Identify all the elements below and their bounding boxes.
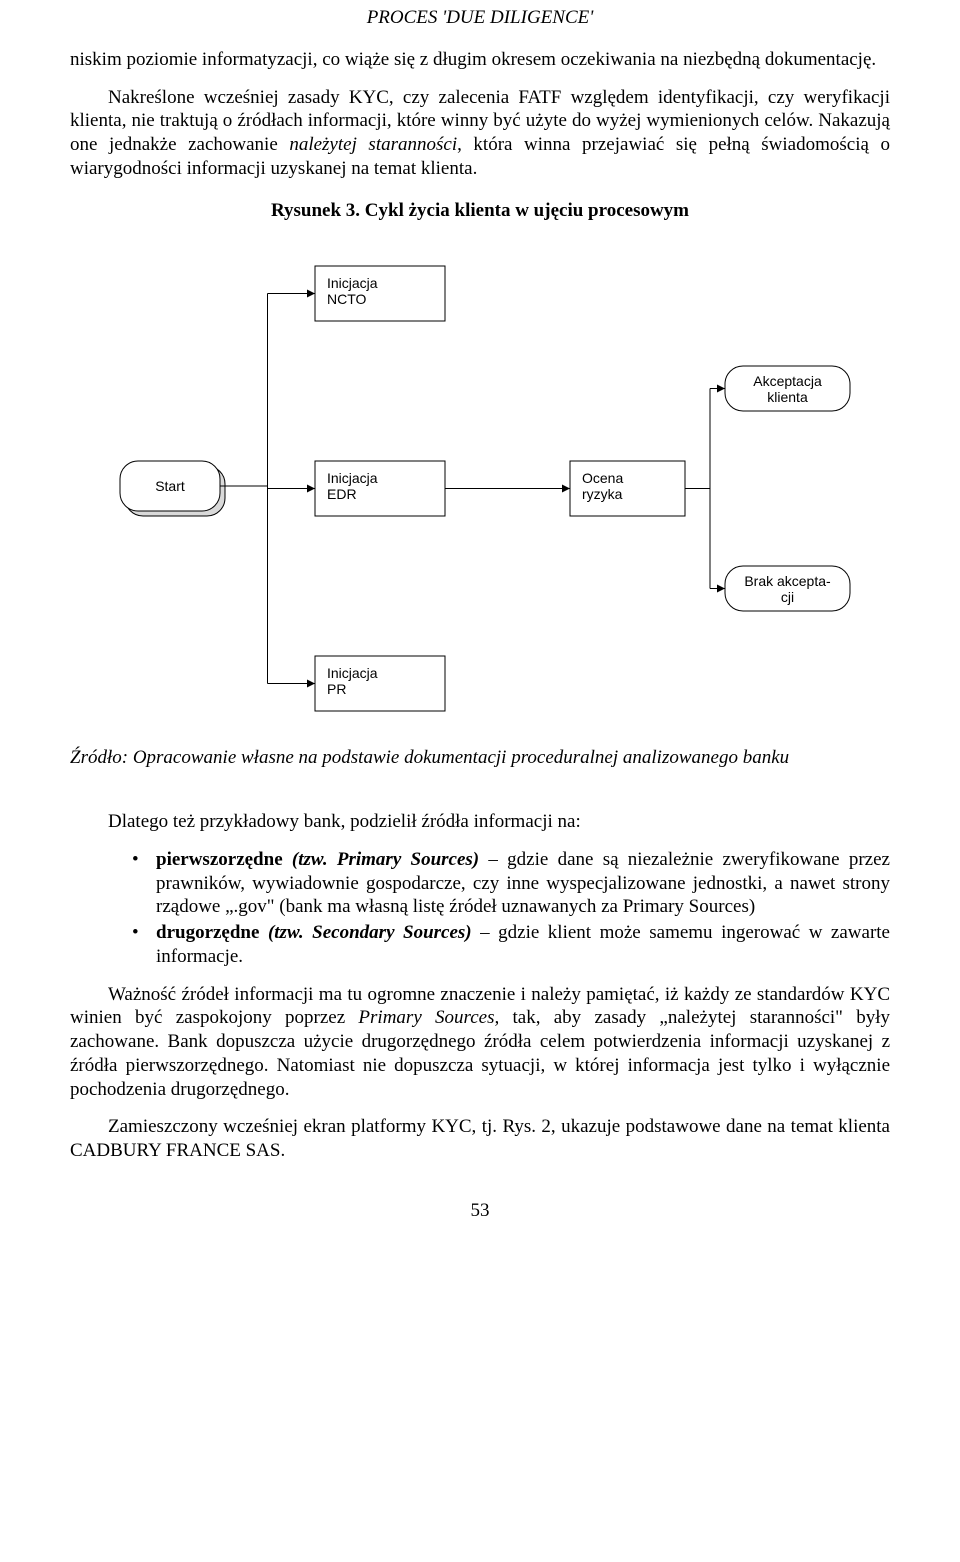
svg-text:EDR: EDR [327, 486, 357, 502]
svg-text:Start: Start [155, 478, 185, 494]
svg-text:Akceptacja: Akceptacja [753, 373, 822, 389]
paragraph-4: Zamieszczony wcześniej ekran platformy K… [70, 1115, 890, 1163]
paragraph-2: Nakreślone wcześniej zasady KYC, czy zal… [70, 86, 890, 181]
list-intro: Dlatego też przykładowy bank, podzielił … [70, 810, 890, 834]
svg-text:Brak akcepta-: Brak akcepta- [744, 573, 831, 589]
para3-text-b: Primary Sources, [358, 1007, 499, 1028]
bullet-term: pierwszorzędne [156, 849, 292, 870]
page-number: 53 [70, 1199, 890, 1223]
paragraph-3: Ważność źródeł informacji ma tu ogromne … [70, 983, 890, 1102]
flowchart-diagram: StartInicjacjaNCTOInicjacjaEDRInicjacjaP… [70, 236, 890, 736]
para2-text-b: należytej staranności [289, 134, 457, 155]
svg-text:ryzyka: ryzyka [582, 486, 623, 502]
running-header: PROCES 'DUE DILIGENCE' [70, 6, 890, 30]
svg-text:Inicjacja: Inicjacja [327, 275, 378, 291]
bullet-term-paren: (tzw. Primary Sources) [292, 849, 479, 870]
figure-source: Źródło: Opracowanie własne na podstawie … [70, 746, 890, 770]
figure-caption: Rysunek 3. Cykl życia klienta w ujęciu p… [70, 199, 890, 223]
bullet-term: drugorzędne [156, 922, 268, 943]
svg-text:Inicjacja: Inicjacja [327, 665, 378, 681]
svg-text:cji: cji [781, 589, 794, 605]
svg-text:NCTO: NCTO [327, 291, 367, 307]
svg-text:Ocena: Ocena [582, 470, 623, 486]
svg-text:PR: PR [327, 681, 346, 697]
svg-text:Inicjacja: Inicjacja [327, 470, 378, 486]
bullet-list: pierwszorzędne (tzw. Primary Sources) – … [70, 848, 890, 969]
svg-text:klienta: klienta [767, 389, 808, 405]
bullet-term-paren: (tzw. Secondary Sources) [268, 922, 472, 943]
list-item: drugorzędne (tzw. Secondary Sources) – g… [132, 921, 890, 969]
list-item: pierwszorzędne (tzw. Primary Sources) – … [132, 848, 890, 919]
paragraph-1: niskim poziomie informatyzacji, co wiąże… [70, 48, 890, 72]
